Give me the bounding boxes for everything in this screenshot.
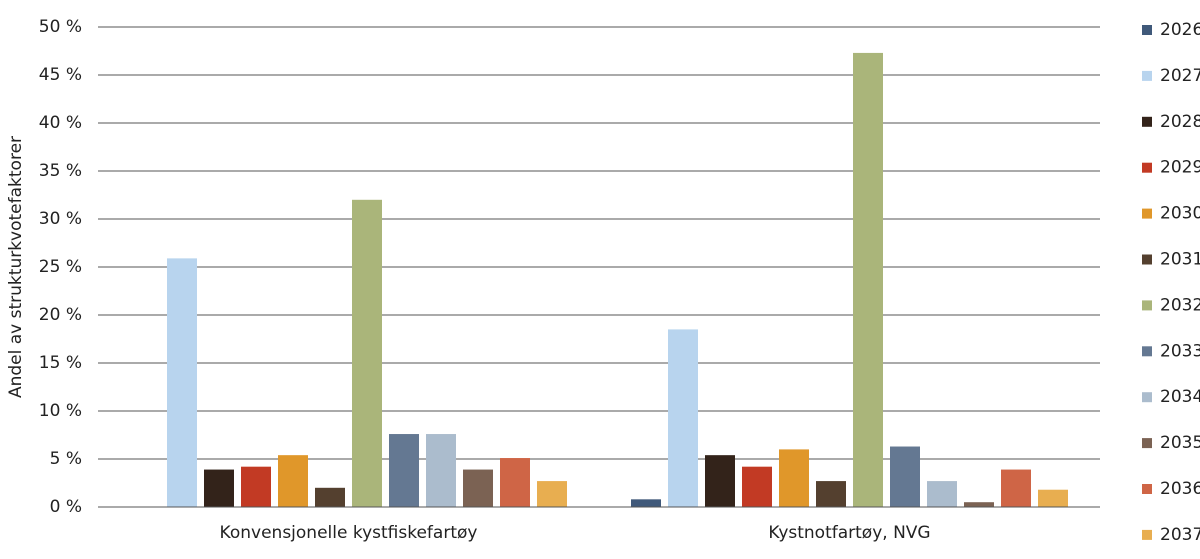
legend-label: 2036 (1160, 479, 1200, 499)
bar (352, 199, 382, 508)
x-tick-label: Konvensjonelle kystfiskefartøy (220, 523, 478, 543)
bar (705, 455, 735, 507)
bar (668, 329, 698, 507)
y-tick-label: 20 % (39, 305, 82, 325)
y-tick-label: 40 % (39, 113, 82, 133)
bar (631, 499, 661, 507)
legend-swatch (1142, 25, 1152, 35)
legend-swatch (1142, 116, 1152, 127)
legend-label: 2031 (1160, 250, 1200, 270)
legend-swatch (1142, 208, 1152, 219)
legend-label: 2037 (1160, 525, 1200, 545)
y-tick-label: 15 % (39, 353, 82, 373)
legend-swatch (1142, 438, 1152, 449)
legend-label: 2033 (1160, 341, 1200, 361)
legend-swatch (1142, 300, 1152, 311)
bar (278, 455, 308, 507)
legend-swatch (1142, 70, 1152, 81)
bar (964, 502, 994, 507)
bar (816, 481, 846, 507)
bar (463, 469, 493, 507)
y-tick-label: 25 % (39, 257, 82, 277)
y-tick-label: 50 % (39, 17, 82, 37)
legend-label: 2030 (1160, 204, 1200, 224)
bar (426, 434, 456, 507)
y-tick-label: 35 % (39, 161, 82, 181)
legend-swatch (1142, 484, 1152, 494)
legend-swatch (1142, 392, 1152, 403)
legend-swatch (1142, 529, 1152, 540)
y-tick-label: 30 % (39, 209, 82, 229)
y-tick-label: 45 % (39, 65, 82, 85)
legend-label: 2035 (1160, 433, 1200, 453)
legend-label: 2032 (1160, 295, 1200, 315)
bar (204, 469, 234, 507)
bar (537, 481, 567, 507)
bar (1038, 489, 1068, 507)
bar (315, 487, 345, 507)
y-tick-label: 10 % (39, 401, 82, 421)
bar (779, 449, 809, 507)
y-tick-label: 0 % (50, 497, 82, 517)
legend-label: 2029 (1160, 158, 1200, 178)
legend-label: 2028 (1160, 112, 1200, 132)
bar (500, 458, 530, 507)
bar (1001, 469, 1031, 507)
bar (241, 466, 271, 507)
legend-label: 2027 (1160, 66, 1200, 86)
bar (167, 258, 197, 507)
legend-label: 2026 (1160, 20, 1200, 40)
legend-swatch (1142, 254, 1152, 265)
bar (742, 466, 772, 507)
y-axis-title: Andel av strukturkvotefaktorer (6, 136, 26, 398)
bar (890, 446, 920, 507)
legend-swatch (1142, 346, 1152, 357)
bar (389, 434, 419, 507)
bar (927, 481, 957, 507)
legend-label: 2034 (1160, 387, 1200, 407)
y-tick-label: 5 % (50, 449, 82, 469)
bar (853, 52, 883, 508)
legend-swatch (1142, 162, 1152, 173)
x-tick-label: Kystnotfartøy, NVG (768, 523, 930, 543)
